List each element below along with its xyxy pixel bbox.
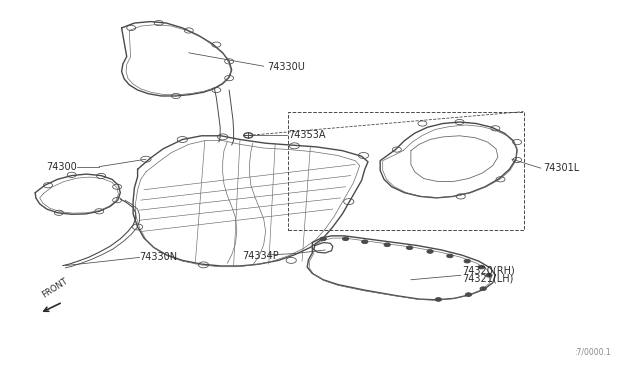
Circle shape [447,254,453,258]
Text: 74320(RH): 74320(RH) [462,266,515,276]
Text: 74330U: 74330U [268,62,305,72]
Text: 74301L: 74301L [543,163,579,173]
Text: 74334P: 74334P [242,251,278,261]
Circle shape [486,273,492,277]
Text: 74300: 74300 [46,162,77,171]
Circle shape [435,298,442,301]
Circle shape [480,287,486,291]
Circle shape [320,237,326,241]
Circle shape [465,293,472,296]
Circle shape [384,243,390,247]
Bar [288,112,524,230]
Text: 74321(LH): 74321(LH) [462,273,513,283]
Circle shape [406,246,413,250]
Circle shape [342,237,349,241]
Circle shape [478,265,484,269]
Text: :7/0000.1: :7/0000.1 [575,347,611,356]
Text: 74353A: 74353A [288,131,326,140]
Text: 74330N: 74330N [140,253,178,262]
Text: FRONT: FRONT [40,276,69,299]
Circle shape [362,240,368,244]
Circle shape [427,250,433,253]
Circle shape [464,259,470,263]
